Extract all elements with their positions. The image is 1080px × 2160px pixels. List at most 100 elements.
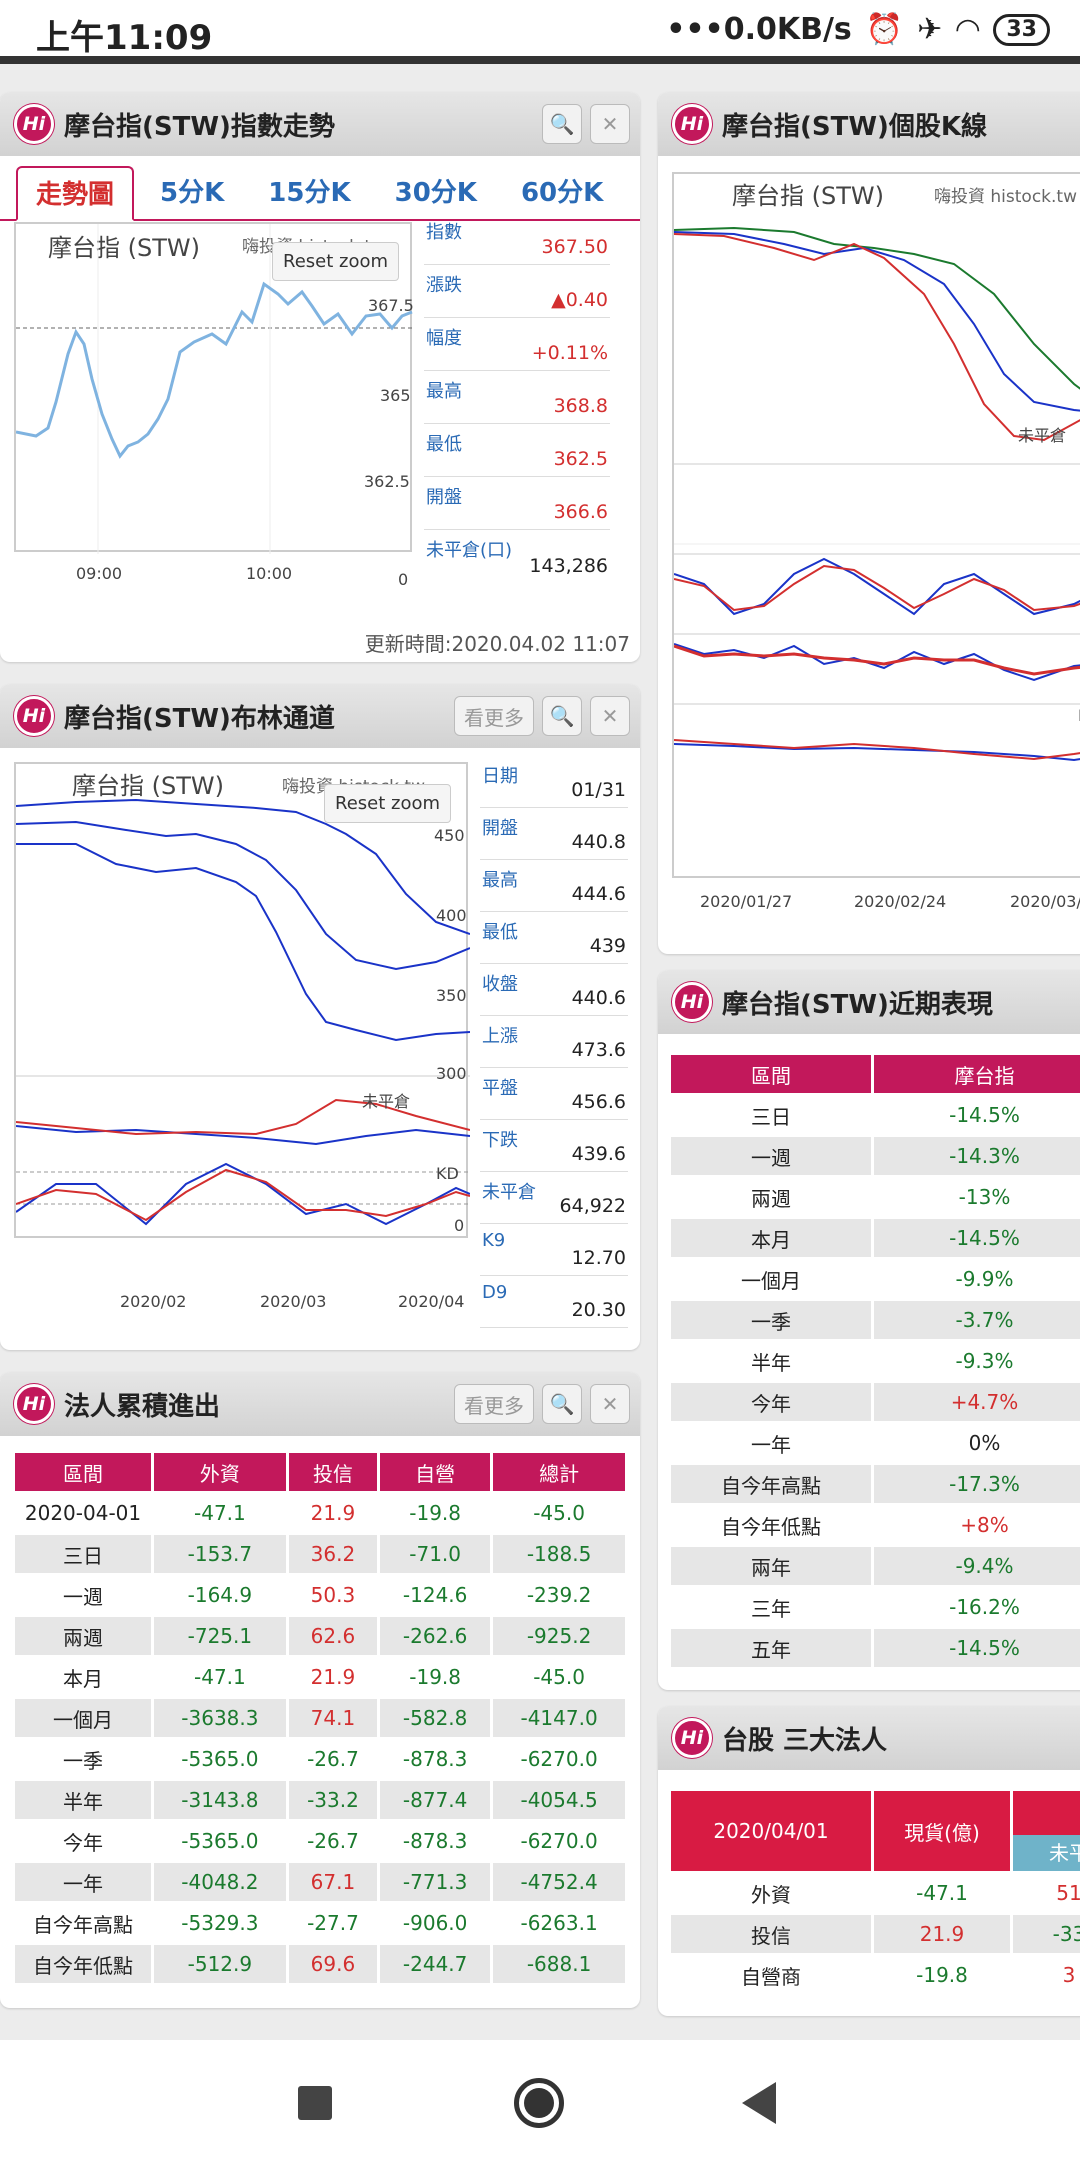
recent-title: 摩台指(STW)近期表現	[722, 989, 993, 1020]
row-label: 三年	[671, 1588, 871, 1626]
zoom-icon[interactable]: 🔍	[542, 1384, 582, 1424]
bollinger-chart[interactable]: 摩台指 (STW) 嗨投資 histock.tw Reset zoom 450 …	[14, 762, 470, 1238]
stat-date: 日期 01/31	[480, 756, 628, 808]
tab-15min[interactable]: 15分K	[268, 178, 351, 208]
stat-upper: 上漲 473.6	[480, 1016, 628, 1068]
stat-percent: 幅度 +0.11%	[424, 318, 610, 371]
close-icon[interactable]: ✕	[590, 1384, 630, 1424]
stat-high: 最高 368.8	[424, 371, 610, 424]
row-value: 51	[1013, 1874, 1080, 1912]
col-header: 區間	[15, 1453, 151, 1491]
date-header: 2020/04/01	[671, 1791, 871, 1871]
x-tick: 2020/02	[120, 1292, 187, 1311]
row-value: -3.7%	[874, 1301, 1080, 1339]
recents-button[interactable]	[298, 2086, 332, 2120]
row-value: -4752.4	[493, 1863, 625, 1901]
stat-open: 開盤 440.8	[480, 808, 628, 860]
chart-title: 摩台指 (STW)	[48, 234, 200, 262]
tab-5min[interactable]: 5分K	[160, 178, 225, 208]
row-label: 一年	[15, 1863, 151, 1901]
kline-chart[interactable]: 摩台指 (STW) 嗨投資 histock.tw 未平倉 MA	[672, 172, 1080, 878]
trend-panel: Hi 摩台指(STW)指數走勢 🔍 ✕ 走勢圖 5分K 15分K 30分K 60…	[0, 92, 640, 662]
table-row: 一季 -3.7%	[671, 1301, 1080, 1339]
row-value: -188.5	[493, 1535, 625, 1573]
hi-logo-icon: Hi	[672, 982, 712, 1022]
ma-label: MA	[1078, 706, 1080, 725]
table-row: 自今年高點 -5329.3 -27.7 -906.0 -6263.1	[15, 1904, 625, 1942]
table-row: 五年 -14.5%	[671, 1629, 1080, 1667]
oi-header: 未平	[1013, 1791, 1080, 1871]
row-value: -9.9%	[874, 1260, 1080, 1298]
row-label: 今年	[15, 1822, 151, 1860]
stat-close: 收盤 440.6	[480, 964, 628, 1016]
tab-trend[interactable]: 走勢圖	[16, 166, 135, 221]
x-tick: 2020/03	[260, 1292, 327, 1311]
row-value: 62.6	[288, 1617, 378, 1655]
table-row: 兩週 -725.1 62.6 -262.6 -925.2	[15, 1617, 625, 1655]
back-button[interactable]	[742, 2082, 776, 2124]
table-row: 三日 -14.5%	[671, 1096, 1080, 1134]
zoom-icon[interactable]: 🔍	[542, 696, 582, 736]
row-label: 外資	[671, 1874, 871, 1912]
more-button[interactable]: 看更多	[454, 696, 534, 736]
table-row: 2020-04-01 -47.1 21.9 -19.8 -45.0	[15, 1494, 625, 1532]
row-value: -124.6	[380, 1576, 491, 1614]
row-value: 3	[1013, 1956, 1080, 1994]
table-row: 一年 0%	[671, 1424, 1080, 1462]
recent-panel: Hi 摩台指(STW)近期表現 區間 摩台指 三日 -14.5% 一週 -14.3% 兩…	[658, 970, 1080, 1690]
row-label: 自今年低點	[671, 1506, 871, 1544]
oi-label: 未平倉	[362, 1092, 411, 1111]
close-icon[interactable]: ✕	[590, 696, 630, 736]
home-button[interactable]	[514, 2078, 564, 2128]
row-value: 50.3	[288, 1576, 378, 1614]
row-label: 本月	[671, 1219, 871, 1257]
row-value: -688.1	[493, 1945, 625, 1983]
alarm-icon: ⏰	[865, 12, 904, 47]
bollinger-stats: 日期 01/31 開盤 440.8 最高 444.6 最低 439 收盤 440.6 上漲…	[480, 756, 628, 1328]
inst-title: 法人累積進出	[64, 1391, 221, 1422]
row-value: -45.0	[493, 1658, 625, 1696]
stat-k9: K9 12.70	[480, 1224, 628, 1276]
table-row: 一週 -14.3%	[671, 1137, 1080, 1175]
row-value: 0%	[874, 1424, 1080, 1462]
row-value: -47.1	[154, 1658, 286, 1696]
row-value: -33	[1013, 1915, 1080, 1953]
airplane-icon: ✈	[917, 12, 943, 47]
row-label: 今年	[671, 1383, 871, 1421]
x-tick: 2020/03/	[1010, 892, 1080, 911]
close-icon[interactable]: ✕	[590, 104, 630, 144]
tab-60min[interactable]: 60分K	[520, 178, 604, 208]
y-tick: 365	[380, 386, 411, 405]
trend-stats: 指數 367.50 漲跌 ▲0.40 幅度 +0.11% 最高 368.8 最低 362.…	[424, 212, 610, 583]
row-value: 69.6	[288, 1945, 378, 1983]
more-button[interactable]: 看更多	[454, 1384, 534, 1424]
reset-zoom-button[interactable]: Reset zoom	[324, 784, 452, 823]
row-label: 三日	[15, 1535, 151, 1573]
row-value: -512.9	[154, 1945, 286, 1983]
row-value: -3638.3	[154, 1699, 286, 1737]
x-tick: 10:00	[246, 564, 293, 583]
inst-table: 區間 外資 投信 自營 總計 2020-04-01 -47.1 21.9 -19.8-…	[12, 1450, 628, 1986]
row-value: -4147.0	[493, 1699, 625, 1737]
clock: 上午11:09	[36, 18, 213, 58]
reset-zoom-button[interactable]: Reset zoom	[272, 242, 400, 281]
row-label: 一週	[15, 1576, 151, 1614]
tab-30min[interactable]: 30分K	[394, 178, 477, 208]
row-label: 半年	[671, 1342, 871, 1380]
row-value: -5365.0	[154, 1822, 286, 1860]
table-row: 半年 -3143.8 -33.2 -877.4 -4054.5	[15, 1781, 625, 1819]
row-label: 自今年低點	[15, 1945, 151, 1983]
intraday-chart[interactable]: 摩台指 (STW) 嗨投資 histock.tw Reset zoom 367.…	[14, 222, 414, 554]
chart-title: 摩台指 (STW)	[72, 772, 224, 800]
stat-low: 最低 439	[480, 912, 628, 964]
row-value: -4048.2	[154, 1863, 286, 1901]
zoom-icon[interactable]: 🔍	[542, 104, 582, 144]
hi-logo-icon: Hi	[672, 1718, 712, 1758]
row-value: -771.3	[380, 1863, 491, 1901]
hi-logo-icon: Hi	[14, 1384, 54, 1424]
table-row: 今年 +4.7%	[671, 1383, 1080, 1421]
col-header: 摩台指	[874, 1055, 1080, 1093]
row-value: -16.2%	[874, 1588, 1080, 1626]
stat-high: 最高 444.6	[480, 860, 628, 912]
y-tick: 0	[398, 570, 409, 589]
